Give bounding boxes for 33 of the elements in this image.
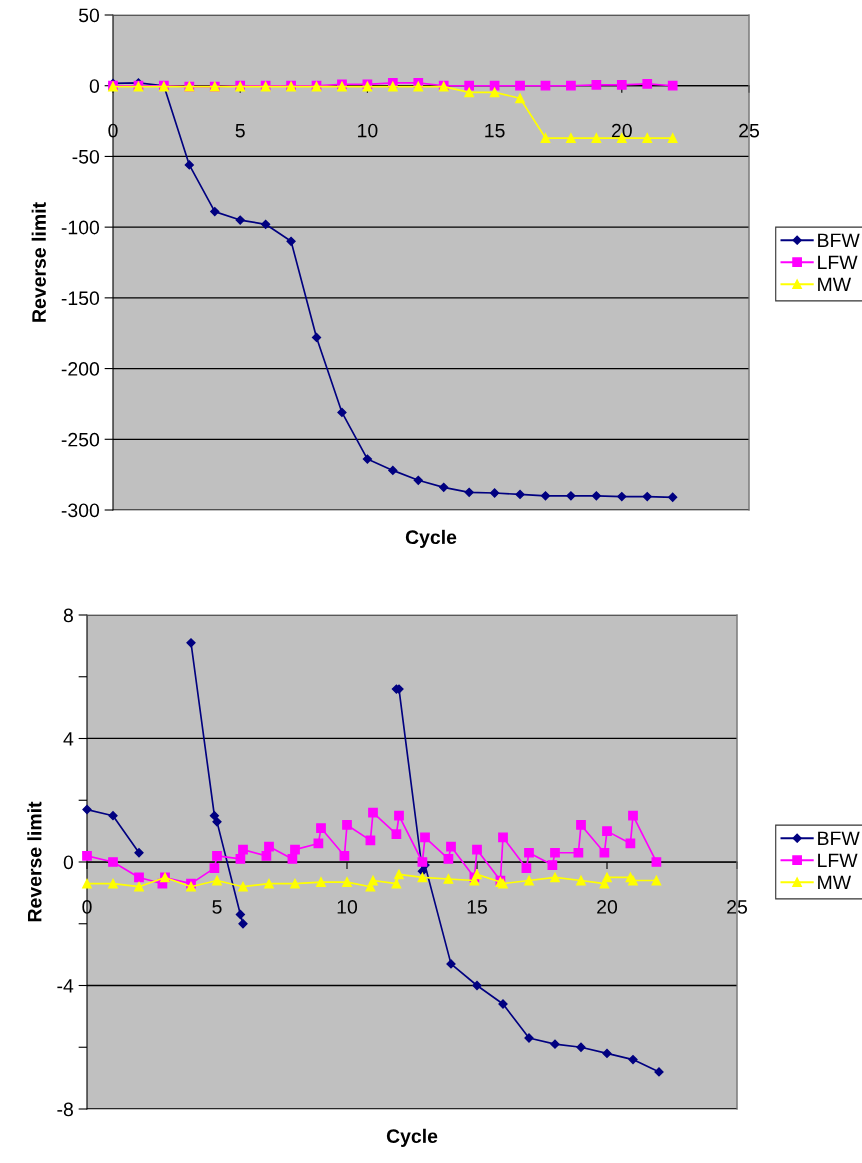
legend-label: MW [818, 875, 852, 890]
y-axis-title: Reverse limit [27, 801, 42, 922]
x-tick-label: 15 [485, 123, 505, 138]
x-tick-label: 20 [597, 900, 618, 914]
y-tick-label: -250 [61, 432, 100, 447]
legend-label: LFW [818, 255, 858, 270]
y-tick-label: -300 [61, 503, 100, 518]
y-tick-label: -200 [61, 362, 100, 376]
y-tick-label: 4 [63, 732, 74, 746]
y-tick-label: -150 [61, 291, 100, 306]
x-tick-label: 10 [358, 123, 378, 138]
legend-label: MW [818, 277, 852, 292]
y-tick-label: -100 [61, 220, 100, 235]
x-tick-label: 15 [467, 900, 487, 914]
y-tick-label: 0 [63, 855, 74, 870]
y-tick-label: 50 [78, 8, 100, 23]
x-axis-title: Cycle [405, 529, 457, 548]
y-tick-label: 8 [63, 608, 73, 623]
y-tick-label: 0 [89, 79, 100, 93]
y-tick-label: -4 [57, 979, 74, 993]
y-tick-label: -8 [57, 1102, 73, 1117]
x-tick-label: 25 [739, 123, 759, 138]
legend-label: BFW [818, 831, 860, 846]
x-tick-label: 5 [212, 900, 222, 914]
x-tick-label: 25 [727, 900, 747, 914]
legend-label: LFW [818, 853, 858, 868]
y-tick-label: -50 [72, 149, 100, 164]
x-axis-title: Cycle [386, 1128, 438, 1147]
x-tick-label: 10 [337, 900, 358, 914]
legend-label: BFW [818, 233, 860, 248]
y-axis-title: Reverse limit [31, 202, 46, 322]
x-tick-label: 20 [611, 123, 632, 138]
x-tick-label: 5 [235, 123, 245, 138]
